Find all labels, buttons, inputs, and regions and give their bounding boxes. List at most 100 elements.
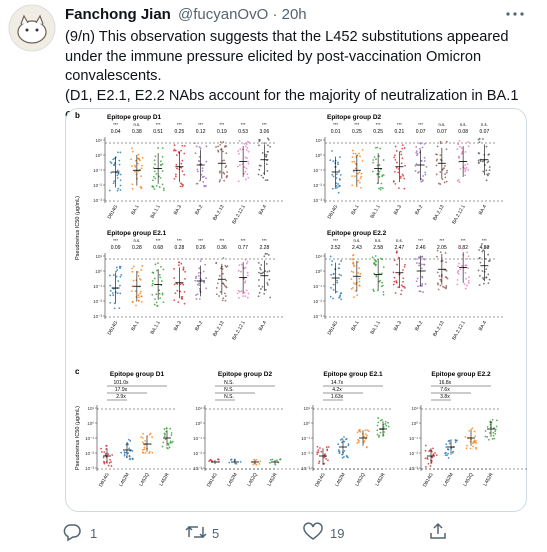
significance: ***	[418, 122, 423, 127]
dot	[222, 257, 225, 259]
dot	[108, 274, 111, 277]
dot	[371, 256, 374, 259]
dot	[338, 156, 341, 159]
group-value: 0.09	[111, 245, 121, 251]
dot	[393, 259, 396, 262]
dot	[380, 182, 383, 185]
dot	[467, 281, 470, 284]
x-tick-label: BA.2	[194, 320, 205, 332]
dot	[317, 449, 320, 451]
dot	[415, 151, 418, 154]
dot	[162, 301, 165, 304]
dot	[361, 148, 364, 151]
dot	[403, 187, 406, 190]
dot	[445, 269, 448, 272]
dot	[374, 146, 377, 149]
dot	[148, 452, 150, 454]
group-title: Epitope group D1	[107, 114, 162, 121]
dot	[484, 435, 487, 438]
dot	[420, 267, 423, 270]
more-icon[interactable]	[505, 10, 525, 18]
dot	[431, 450, 433, 453]
dot	[177, 301, 180, 304]
dot	[219, 170, 221, 173]
dot	[460, 147, 463, 150]
dot	[487, 273, 490, 276]
author-name[interactable]: Fanchong Jian	[65, 6, 171, 23]
dot	[100, 447, 102, 450]
dot	[111, 292, 114, 294]
dot	[378, 434, 381, 437]
dot	[340, 260, 343, 262]
figure[interactable]: b Pseudovirus IC50 (μg/mL) Epitope group D…	[65, 108, 527, 512]
dot	[465, 277, 467, 280]
dot	[151, 436, 154, 439]
dot	[335, 177, 338, 179]
y-tick-label: 10⁰	[195, 421, 202, 426]
dot	[404, 263, 406, 266]
group-value: 0.25	[175, 129, 185, 135]
dot	[109, 289, 112, 292]
dot	[352, 254, 354, 257]
dot	[131, 187, 134, 190]
time[interactable]: · 20h	[272, 6, 307, 23]
dot	[169, 440, 172, 443]
dot	[148, 450, 151, 453]
dot	[376, 146, 379, 149]
y-tick-label: 10⁻¹	[85, 436, 94, 441]
dot	[112, 182, 115, 184]
share-icon[interactable]	[428, 521, 448, 541]
dot	[422, 291, 424, 294]
dot	[131, 270, 134, 273]
dot	[432, 453, 435, 456]
dot	[465, 166, 468, 169]
x-tick-label: BA.3	[173, 320, 184, 332]
significance: ***	[262, 238, 267, 243]
dot	[421, 255, 424, 258]
retweet-icon[interactable]	[185, 522, 207, 542]
dot	[464, 168, 467, 171]
dot	[200, 173, 203, 176]
dot	[481, 243, 483, 245]
dot	[134, 159, 137, 162]
dot	[218, 274, 221, 277]
dot	[246, 260, 249, 263]
reply-icon[interactable]	[62, 522, 82, 542]
dot	[341, 456, 344, 459]
dot	[330, 273, 333, 276]
dot	[374, 255, 377, 257]
like-icon[interactable]	[302, 522, 324, 542]
dot	[378, 155, 380, 158]
significance: ***	[219, 122, 224, 127]
dot	[400, 150, 402, 153]
dot	[255, 458, 258, 461]
dot	[436, 282, 439, 285]
dot	[382, 159, 385, 161]
dot	[485, 145, 488, 148]
dot	[198, 287, 201, 290]
dot	[396, 263, 398, 266]
dot	[102, 456, 105, 459]
dot	[137, 274, 140, 277]
dot	[264, 179, 267, 182]
significance: n.s.	[375, 238, 382, 243]
handle[interactable]: @fucyanOvO	[178, 6, 269, 23]
dot	[336, 173, 338, 176]
dot	[459, 268, 462, 271]
dot	[103, 451, 106, 453]
dot	[423, 143, 426, 145]
dot	[205, 185, 207, 187]
dot	[131, 458, 134, 461]
dot	[379, 188, 382, 191]
dot	[381, 174, 384, 177]
y-tick-label: 10⁻²	[93, 183, 102, 188]
avatar[interactable]	[8, 4, 56, 52]
dot	[330, 286, 332, 289]
dot	[180, 262, 183, 265]
dot	[488, 260, 490, 263]
dot	[418, 262, 421, 265]
dot	[243, 267, 246, 270]
dot	[443, 167, 446, 170]
dot	[437, 288, 440, 291]
dot	[260, 264, 263, 266]
